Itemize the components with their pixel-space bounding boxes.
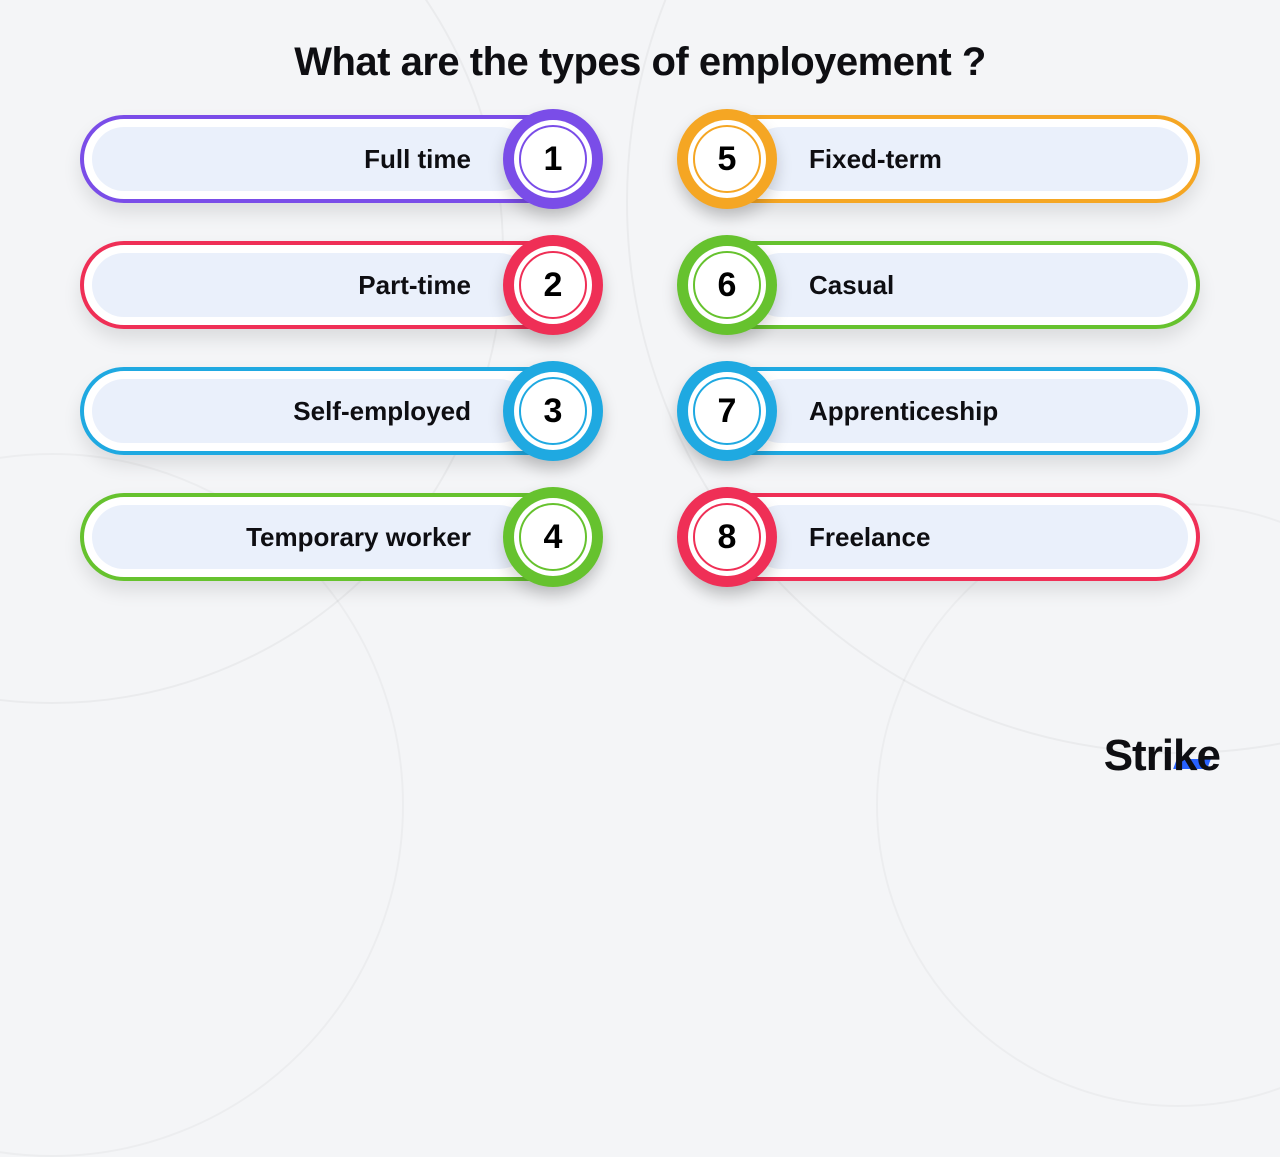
brand-logo: Strike [1104,731,1220,781]
number-badge: 3 [503,361,603,461]
number-value: 3 [519,377,587,445]
brand-text-right: ke [1173,731,1220,781]
number-ring: 6 [688,246,766,324]
employment-item-5: Fixed-term 5 [685,115,1200,203]
employment-label: Casual [809,270,894,301]
number-badge: 7 [677,361,777,461]
employment-item-7: Apprenticeship 7 [685,367,1200,455]
number-ring: 8 [688,498,766,576]
number-badge: 5 [677,109,777,209]
number-ring: 7 [688,372,766,450]
number-value: 8 [693,503,761,571]
number-value: 1 [519,125,587,193]
number-ring: 1 [514,120,592,198]
number-value: 4 [519,503,587,571]
employment-label: Temporary worker [246,522,471,553]
number-ring: 3 [514,372,592,450]
number-badge: 2 [503,235,603,335]
employment-label: Full time [364,144,471,175]
employment-item-6: Casual 6 [685,241,1200,329]
infographic-stage: What are the types of employement ? Full… [0,0,1280,807]
number-badge: 8 [677,487,777,587]
page-title: What are the types of employement ? [60,40,1220,85]
employment-item-2: Part-time 2 [80,241,595,329]
employment-label: Fixed-term [809,144,942,175]
items-grid: Full time 1 Fixed-term 5 Part-time 2 Casual 6 Se… [60,115,1220,777]
number-ring: 2 [514,246,592,324]
employment-label: Apprenticeship [809,396,998,427]
employment-item-4: Temporary worker 4 [80,493,595,581]
number-value: 6 [693,251,761,319]
number-value: 2 [519,251,587,319]
number-value: 5 [693,125,761,193]
number-ring: 5 [688,120,766,198]
employment-item-1: Full time 1 [80,115,595,203]
employment-label: Part-time [358,270,471,301]
number-ring: 4 [514,498,592,576]
employment-item-3: Self-employed 3 [80,367,595,455]
number-badge: 6 [677,235,777,335]
employment-label: Freelance [809,522,930,553]
employment-label: Self-employed [293,396,471,427]
brand-text-left: Stri [1104,731,1173,781]
number-badge: 4 [503,487,603,587]
employment-item-8: Freelance 8 [685,493,1200,581]
number-value: 7 [693,377,761,445]
number-badge: 1 [503,109,603,209]
